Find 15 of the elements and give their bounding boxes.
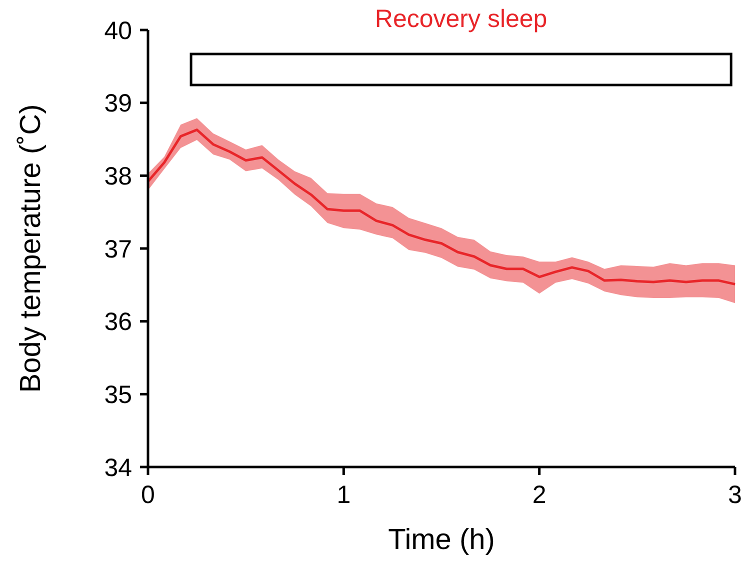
y-tick-label: 36 bbox=[104, 308, 132, 336]
x-tick-label: 2 bbox=[532, 481, 546, 509]
y-tick-label: 38 bbox=[104, 162, 132, 190]
y-axis-title: Body temperature (˚C) bbox=[15, 104, 47, 393]
y-tick-label: 39 bbox=[104, 90, 132, 118]
x-tick-label: 3 bbox=[728, 481, 742, 509]
band-label: Recovery sleep bbox=[374, 5, 548, 33]
y-tick-label: 34 bbox=[104, 454, 132, 482]
line-series bbox=[146, 128, 736, 286]
y-tick-label: 37 bbox=[104, 235, 132, 264]
x-tick-label: 0 bbox=[141, 481, 155, 509]
x-axis-title: Time (h) bbox=[388, 524, 495, 556]
x-tick-label: 1 bbox=[336, 481, 351, 509]
y-tick-label: 35 bbox=[104, 380, 132, 409]
y-tick-label: 40 bbox=[104, 16, 132, 45]
